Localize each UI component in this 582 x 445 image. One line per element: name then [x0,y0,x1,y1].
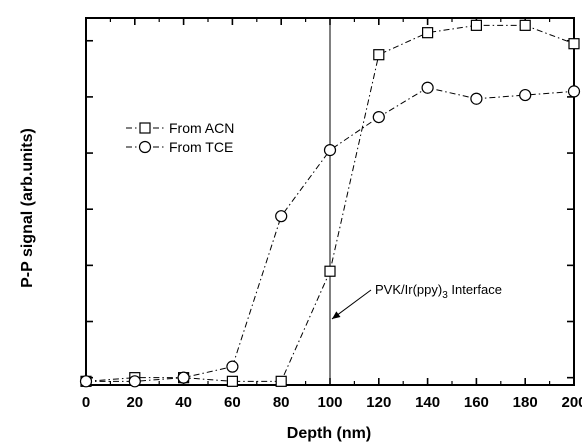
point-from-tce-60 [226,360,239,373]
point-from-tce-140 [421,81,434,94]
series-layer [79,19,581,388]
point-from-acn-100 [324,265,336,277]
x-tick-label-60: 60 [224,394,241,411]
legend-entry-from-tce: From TCE [126,139,233,155]
legend-marker [138,140,152,154]
x-tick-label-20: 20 [126,394,143,411]
point-from-tce-0 [79,375,93,388]
point-from-acn-200 [568,38,580,50]
point-from-tce-100 [323,144,337,157]
annotation-text: PVK/Ir(ppy)3 Interface [375,282,502,301]
point-from-acn-60 [226,375,238,387]
x-tick-label-140: 140 [415,394,440,411]
interface-annotation: PVK/Ir(ppy)3 Interface [331,282,502,320]
x-tick-label-200: 200 [561,394,582,411]
point-from-tce-20 [128,375,141,388]
y-axis-label: P-P signal (arb.units) [19,128,36,288]
point-from-tce-120 [372,110,385,124]
point-from-acn-160 [470,19,482,31]
point-from-tce-200 [567,85,581,98]
legend: From ACN From TCE [126,120,234,155]
x-tick-labels: 0 20 40 60 80 100 120 140 160 180 200 [82,394,582,411]
point-from-acn-140 [422,27,434,39]
x-tick-label-0: 0 [82,394,90,411]
point-from-acn-180 [519,19,531,31]
point-from-acn-80 [275,375,287,387]
point-from-tce-160 [470,92,483,105]
point-from-acn-120 [373,49,385,61]
point-from-tce-180 [519,88,532,102]
legend-marker [139,122,151,134]
legend-entry-from-acn: From ACN [126,120,234,136]
point-from-tce-80 [275,210,288,223]
x-tick-label-100: 100 [317,394,342,411]
x-tick-label-180: 180 [513,394,538,411]
legend-label-from-acn: From ACN [169,120,234,136]
annotation-arrow-line [331,289,372,320]
x-tick-label-120: 120 [366,394,391,411]
x-axis-label: Depth (nm) [287,425,371,442]
series-from-tce [79,81,581,388]
annotation-arrow-head [332,311,341,319]
x-tick-label-80: 80 [273,394,290,411]
x-tick-label-40: 40 [175,394,192,411]
legend-label-from-tce: From TCE [169,139,233,155]
y-ticks [86,39,574,379]
point-from-tce-40 [177,371,190,384]
x-tick-label-160: 160 [464,394,489,411]
